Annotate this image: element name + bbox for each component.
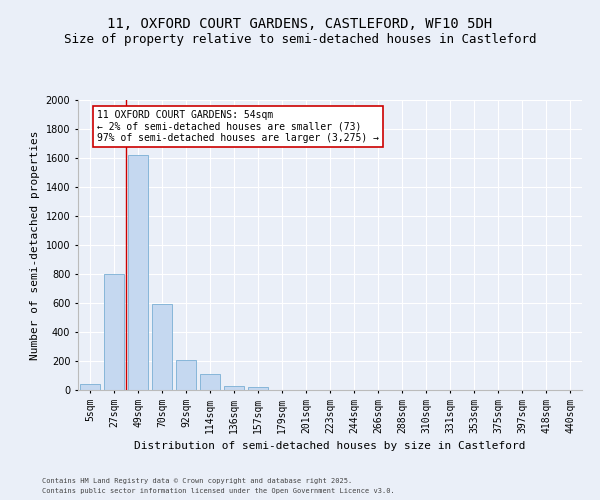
X-axis label: Distribution of semi-detached houses by size in Castleford: Distribution of semi-detached houses by …	[134, 441, 526, 451]
Text: Contains HM Land Registry data © Crown copyright and database right 2025.: Contains HM Land Registry data © Crown c…	[42, 478, 352, 484]
Bar	[128, 155, 148, 390]
Text: 11, OXFORD COURT GARDENS, CASTLEFORD, WF10 5DH: 11, OXFORD COURT GARDENS, CASTLEFORD, WF…	[107, 18, 493, 32]
Text: 11 OXFORD COURT GARDENS: 54sqm
← 2% of semi-detached houses are smaller (73)
97%: 11 OXFORD COURT GARDENS: 54sqm ← 2% of s…	[97, 110, 379, 144]
Bar	[248, 387, 268, 390]
Bar	[80, 384, 100, 390]
Text: Contains public sector information licensed under the Open Government Licence v3: Contains public sector information licen…	[42, 488, 395, 494]
Bar	[104, 274, 124, 390]
Text: Size of property relative to semi-detached houses in Castleford: Size of property relative to semi-detach…	[64, 32, 536, 46]
Y-axis label: Number of semi-detached properties: Number of semi-detached properties	[30, 130, 40, 360]
Bar	[152, 304, 172, 390]
Bar	[200, 374, 220, 390]
Bar	[176, 360, 196, 390]
Bar	[224, 386, 244, 390]
